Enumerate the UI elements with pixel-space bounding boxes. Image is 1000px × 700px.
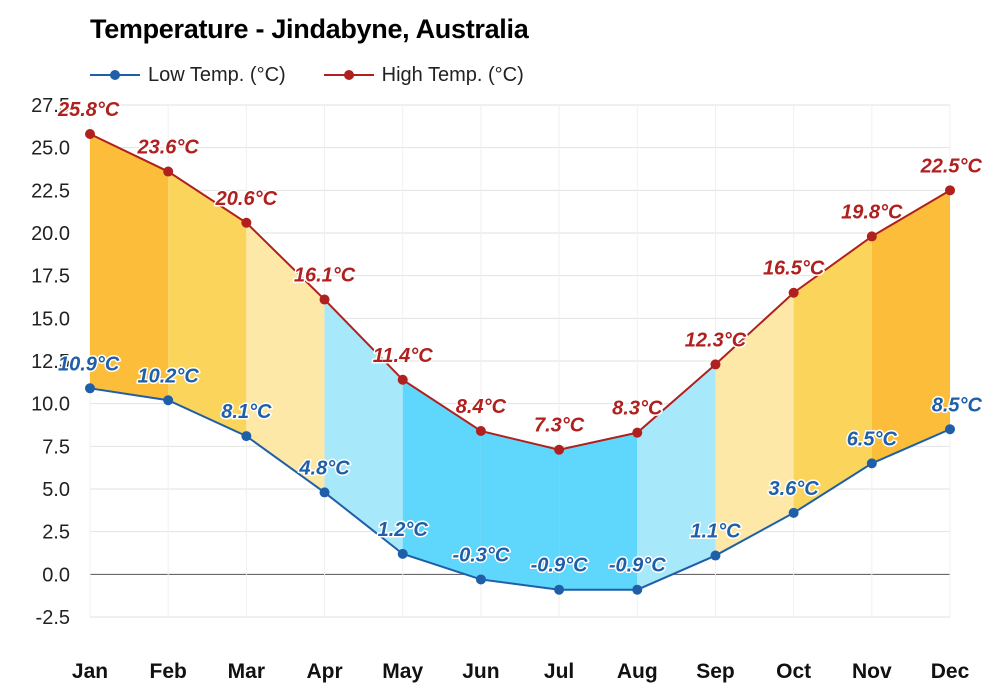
range-band — [559, 432, 638, 590]
y-tick-label: 5.0 — [42, 479, 70, 501]
legend-item-low[interactable]: Low Temp. (°C) — [90, 64, 286, 87]
low-temp-point — [319, 487, 330, 498]
y-tick-label: 2.5 — [42, 522, 70, 544]
legend-item-high[interactable]: High Temp. (°C) — [323, 63, 524, 87]
y-tick-label: 27.5 — [31, 95, 70, 117]
range-band — [793, 236, 872, 513]
low-temp-data-label: 8.5°C — [932, 394, 983, 416]
range-band — [480, 430, 560, 590]
low-temp-data-label: 10.9°C — [58, 353, 120, 375]
range-band — [90, 134, 169, 401]
low-temp-data-label: 6.5°C — [847, 428, 898, 450]
x-tick-label: Jun — [462, 660, 499, 683]
low-temp-data-label: 8.1°C — [221, 401, 272, 423]
high-temp-point — [319, 294, 330, 305]
low-temp-point — [710, 550, 721, 561]
high-temp-point — [945, 185, 955, 196]
y-tick-label: 12.5 — [31, 351, 70, 373]
legend-high-label: High Temp. (°C) — [381, 63, 524, 86]
x-tick-label: Oct — [776, 660, 811, 683]
high-temp-point — [475, 425, 486, 436]
range-band — [871, 190, 950, 464]
x-tick-label: Jul — [544, 660, 574, 683]
high-temp-data-label: 19.8°C — [841, 201, 903, 223]
high-temp-data-label: 16.1°C — [294, 265, 356, 287]
low-temp-point — [397, 548, 408, 559]
low-temp-point — [945, 424, 955, 435]
y-tick-label: 17.5 — [31, 266, 70, 288]
x-tick-label: Mar — [228, 660, 265, 683]
x-tick-label: Feb — [150, 660, 187, 683]
range-band — [246, 222, 325, 493]
y-tick-label: 7.5 — [42, 436, 70, 458]
y-tick-label: -2.5 — [36, 607, 70, 629]
x-tick-label: May — [382, 660, 423, 683]
low-temp-point — [788, 507, 799, 518]
high-temp-data-label: 11.4°C — [373, 345, 433, 367]
high-temp-point — [163, 166, 174, 177]
high-temp-point — [632, 427, 643, 438]
x-tick-label: Dec — [931, 660, 970, 683]
x-tick-label: Nov — [852, 660, 892, 683]
high-temp-point — [554, 444, 565, 455]
high-temp-data-label: 8.3°C — [612, 398, 663, 420]
y-tick-label: 0.0 — [42, 564, 70, 586]
low-temp-data-label: 1.1°C — [690, 521, 741, 543]
x-tick-label: Aug — [617, 660, 658, 683]
range-band — [324, 299, 403, 554]
low-temp-point — [85, 383, 95, 394]
high-temp-data-label: 23.6°C — [136, 137, 199, 159]
high-temp-point — [397, 374, 408, 385]
high-temp-point — [710, 359, 721, 370]
low-temp-data-label: 3.6°C — [769, 478, 820, 500]
y-tick-label: 20.0 — [31, 223, 70, 245]
low-temp-data-label: 10.2°C — [137, 365, 199, 387]
low-temp-data-label: -0.9°C — [609, 555, 666, 577]
y-tick-label: 22.5 — [31, 180, 70, 202]
high-temp-data-label: 12.3°C — [685, 329, 747, 351]
low-temp-data-label: 4.8°C — [298, 457, 350, 479]
high-temp-point — [788, 287, 799, 298]
range-band — [715, 292, 794, 556]
x-tick-label: Sep — [696, 660, 735, 683]
high-temp-point — [241, 217, 252, 228]
chart-title: Temperature - Jindabyne, Australia — [90, 14, 529, 44]
low-temp-point — [475, 574, 486, 585]
low-temp-point — [632, 584, 643, 595]
x-tick-label: Apr — [306, 660, 342, 683]
high-temp-line — [89, 133, 951, 451]
high-temp-data-label: 22.5°C — [920, 155, 983, 177]
low-temp-line — [89, 387, 951, 591]
legend-low-label: Low Temp. (°C) — [148, 63, 286, 86]
high-temp-point — [85, 129, 95, 140]
legend-high-marker-icon — [323, 70, 374, 80]
low-temp-point — [241, 431, 252, 442]
legend-low-marker-icon — [90, 70, 140, 80]
low-temp-point — [163, 395, 174, 406]
x-tick-label: Jan — [72, 660, 108, 683]
y-tick-label: 25.0 — [31, 138, 70, 160]
low-temp-data-label: -0.9°C — [531, 555, 588, 577]
range-band — [402, 379, 481, 580]
high-temp-point — [866, 231, 877, 242]
high-temp-data-label: 16.5°C — [763, 258, 825, 280]
high-temp-data-label: 25.8°C — [57, 99, 120, 121]
range-band — [637, 364, 716, 590]
low-temp-data-label: -0.3°C — [452, 544, 509, 566]
legend: Low Temp. (°C) High Temp. (°C) — [90, 62, 562, 88]
range-band — [168, 171, 247, 437]
high-temp-data-label: 20.6°C — [215, 188, 278, 210]
y-tick-label: 10.0 — [31, 394, 70, 416]
high-temp-data-label: 7.3°C — [534, 415, 585, 437]
low-temp-data-label: 1.2°C — [378, 519, 429, 541]
low-temp-point — [554, 584, 565, 595]
y-tick-label: 15.0 — [31, 308, 70, 330]
high-temp-data-label: 8.4°C — [456, 396, 507, 418]
low-temp-point — [866, 458, 877, 469]
